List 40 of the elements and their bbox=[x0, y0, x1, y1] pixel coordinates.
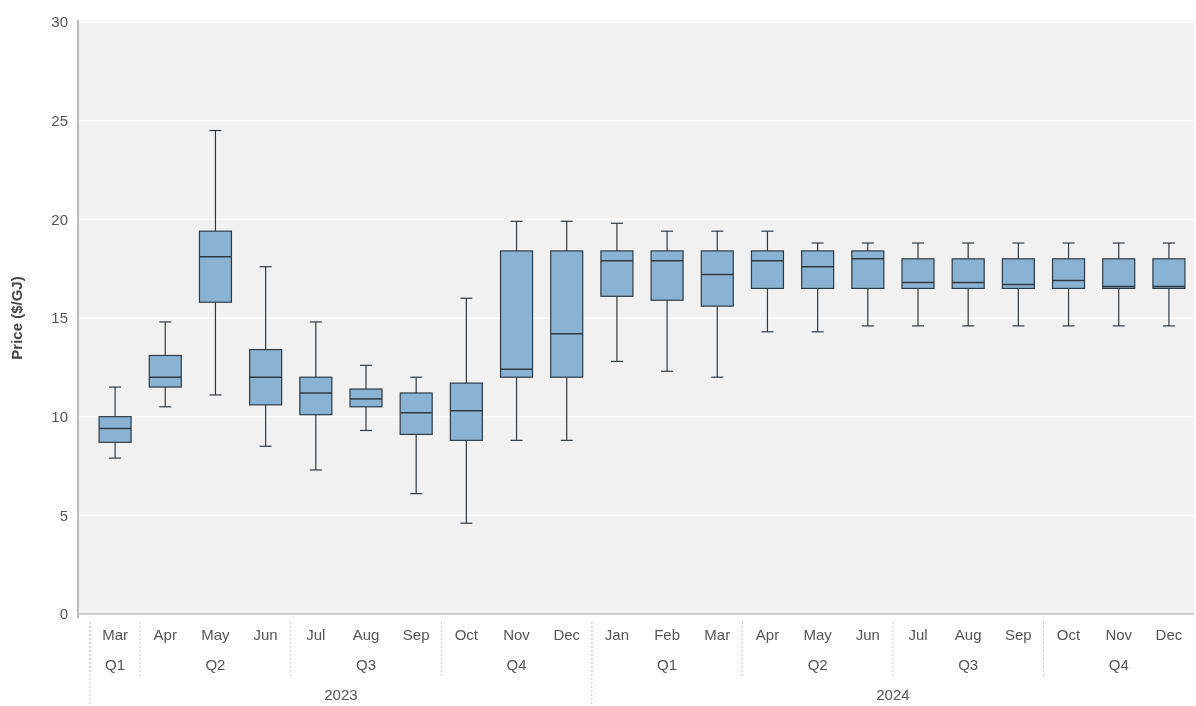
y-tick-label: 30 bbox=[51, 13, 68, 31]
x-tick-label: Jan bbox=[604, 626, 629, 643]
x-tick-label: Mar bbox=[704, 626, 731, 643]
x-tick-label: Aug bbox=[352, 626, 380, 643]
x-tick-label: Jul bbox=[908, 626, 928, 643]
y-tick-label: 25 bbox=[51, 111, 68, 129]
x-tick-label: Oct bbox=[454, 626, 479, 643]
x-tick-label: Feb bbox=[654, 626, 681, 643]
y-tick-label: 20 bbox=[51, 210, 68, 228]
x-tick-label: Nov bbox=[503, 626, 531, 643]
text: Q1 bbox=[105, 656, 126, 673]
x-tick-label: Dec bbox=[1155, 626, 1183, 643]
x-tick-label: Dec bbox=[553, 626, 581, 643]
x-tick-label: Aug bbox=[954, 626, 982, 643]
text: Q3 bbox=[355, 656, 377, 673]
x-tick-label: Nov bbox=[1105, 626, 1133, 643]
x-tick-label: Oct bbox=[1056, 626, 1082, 643]
x-tick-label: Apr bbox=[755, 626, 780, 643]
x-tick-label: May bbox=[803, 626, 833, 643]
text: Q4 bbox=[1108, 656, 1129, 673]
x-tick-label: Jun bbox=[855, 626, 880, 643]
text: Q1 bbox=[657, 656, 678, 673]
text: 2024 bbox=[876, 686, 910, 703]
y-tick-label: 0 bbox=[59, 605, 68, 623]
text: 2023 bbox=[324, 686, 358, 703]
x-tick-label: Apr bbox=[153, 626, 177, 643]
y-tick-label: 15 bbox=[51, 309, 68, 327]
text: Q3 bbox=[958, 656, 979, 673]
x-tick-label: Sep bbox=[402, 626, 430, 643]
y-tick-label: 10 bbox=[51, 407, 68, 425]
x-tick-label: Jul bbox=[306, 626, 326, 643]
y-tick-label: 5 bbox=[59, 506, 68, 524]
y-axis-title: Price ($/GJ) bbox=[8, 276, 25, 360]
text: Q2 bbox=[205, 656, 226, 673]
text: Q4 bbox=[506, 656, 527, 673]
x-tick-label: Jun bbox=[253, 626, 278, 643]
text: Q2 bbox=[807, 656, 828, 673]
x-tick-label: Mar bbox=[102, 626, 129, 643]
x-tick-label: May bbox=[201, 626, 231, 643]
x-tick-label: Sep bbox=[1005, 626, 1032, 643]
